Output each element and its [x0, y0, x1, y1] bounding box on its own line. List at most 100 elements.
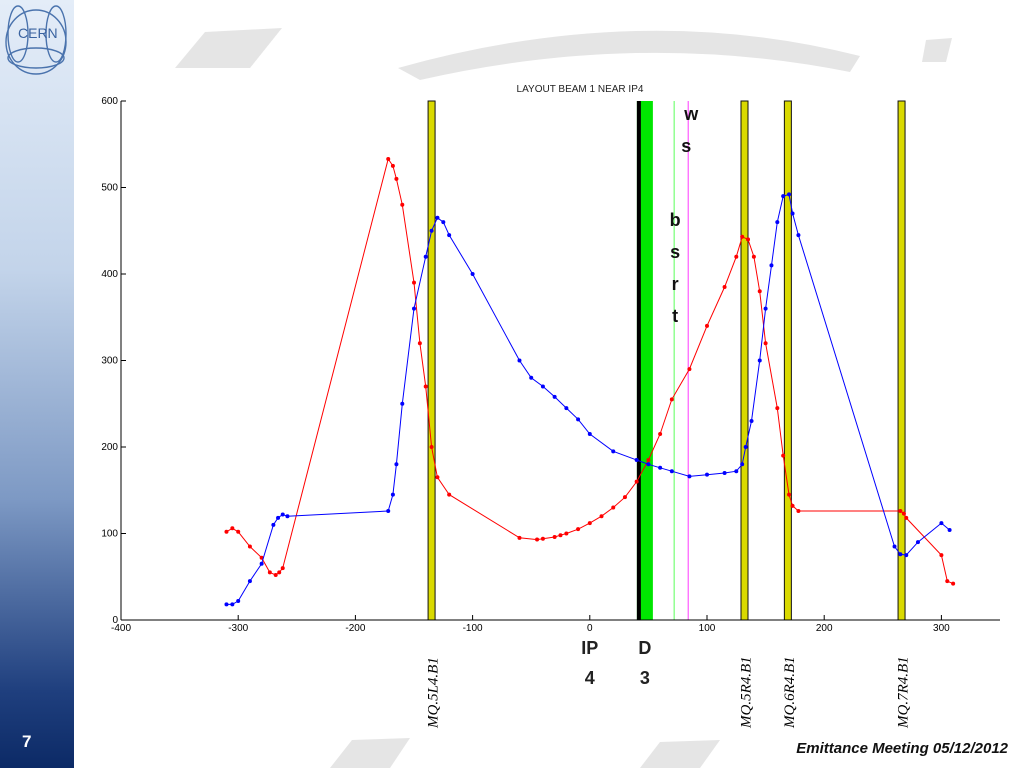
- series-point-0: [267, 570, 272, 575]
- y-tick-label: 0: [112, 615, 118, 626]
- series-point-0: [951, 581, 956, 586]
- series-point-0: [247, 544, 252, 549]
- series-point-1: [236, 598, 241, 603]
- footer-text: Emittance Meeting 05/12/2012: [796, 740, 1008, 757]
- series-point-1: [947, 528, 952, 533]
- y-tick-label: 200: [101, 442, 118, 453]
- series-point-1: [429, 228, 434, 233]
- series-point-1: [224, 602, 229, 607]
- series-point-1: [796, 233, 801, 238]
- series-point-0: [224, 529, 229, 534]
- series-point-0: [790, 503, 795, 508]
- series-point-0: [236, 529, 241, 534]
- series-point-1: [658, 465, 663, 470]
- series-point-0: [230, 526, 235, 531]
- series-point-1: [646, 462, 651, 467]
- series-point-0: [705, 323, 709, 328]
- quad-label-5: MQ.6R4.B1: [782, 656, 798, 729]
- series-point-0: [535, 537, 540, 542]
- cern-logo-text: CERN: [18, 25, 58, 41]
- series-point-0: [904, 515, 909, 520]
- series-point-0: [599, 514, 604, 519]
- series-point-1: [564, 406, 569, 411]
- series-point-0: [540, 536, 545, 541]
- series-point-1: [769, 263, 774, 268]
- ws-label: s: [681, 136, 691, 156]
- series-point-1: [435, 215, 440, 220]
- quad-label-6: MQ.7R4.B1: [896, 656, 912, 729]
- series-point-0: [939, 553, 944, 558]
- series-point-1: [247, 579, 252, 584]
- series-point-0: [390, 163, 395, 168]
- series-point-1: [687, 474, 692, 479]
- series-point-0: [898, 509, 903, 514]
- series-point-0: [412, 280, 416, 285]
- series-point-1: [722, 470, 727, 475]
- series-point-0: [622, 495, 627, 500]
- series-point-1: [915, 540, 920, 545]
- series-point-1: [470, 272, 475, 276]
- quad-element-5: [783, 100, 792, 621]
- series-line-1: [226, 193, 950, 605]
- ip-marker-label: IP: [581, 638, 598, 658]
- x-tick-label: 100: [699, 623, 716, 634]
- x-tick-label: -300: [228, 623, 248, 634]
- series-point-0: [687, 367, 692, 372]
- series-point-0: [945, 579, 950, 584]
- series-point-1: [423, 254, 428, 259]
- series-point-0: [423, 384, 428, 389]
- series-point-1: [386, 509, 391, 514]
- series-point-0: [901, 511, 906, 516]
- series-point-1: [447, 233, 452, 238]
- series-point-1: [781, 194, 786, 199]
- series-point-1: [669, 469, 674, 474]
- quad-element-4: [740, 100, 749, 621]
- bsrt-label: r: [672, 274, 679, 294]
- series-point-1: [540, 384, 545, 389]
- quad-element-6: [897, 100, 906, 621]
- series-point-1: [280, 512, 285, 517]
- series-point-0: [280, 566, 285, 571]
- quad-label-0: MQ.5L4.B1: [426, 657, 442, 729]
- series-point-1: [394, 462, 399, 467]
- series-point-0: [400, 202, 405, 207]
- series-point-0: [611, 505, 616, 510]
- series-point-0: [417, 341, 422, 346]
- series-point-0: [429, 445, 434, 449]
- series-point-1: [939, 521, 944, 526]
- series-point-0: [669, 397, 674, 402]
- series-point-0: [394, 176, 399, 181]
- series-point-1: [276, 515, 281, 520]
- y-tick-label: 600: [101, 96, 118, 107]
- series-point-0: [775, 406, 780, 411]
- series-point-0: [763, 341, 768, 346]
- series-point-0: [447, 492, 452, 497]
- series-point-0: [277, 570, 282, 575]
- series-point-1: [412, 306, 416, 311]
- series-point-1: [271, 522, 276, 527]
- series-point-0: [757, 289, 762, 294]
- bsrt-label: b: [670, 210, 681, 230]
- series-point-1: [390, 492, 395, 497]
- lattice-elements: [427, 100, 906, 621]
- y-tick-label: 100: [101, 529, 118, 540]
- series-point-1: [587, 432, 592, 437]
- y-tick-label: 300: [101, 356, 118, 367]
- series-point-1: [734, 469, 739, 474]
- series-point-1: [611, 449, 616, 454]
- series-point-0: [386, 156, 391, 161]
- bsrt-label: t: [672, 306, 678, 326]
- series-point-1: [634, 457, 639, 462]
- x-tick-label: -200: [345, 623, 365, 634]
- series-point-0: [746, 237, 751, 242]
- series-point-0: [576, 527, 581, 532]
- series-point-0: [751, 254, 756, 259]
- series-point-0: [734, 254, 739, 259]
- x-tick-label: -100: [463, 623, 483, 634]
- series-point-1: [740, 462, 745, 467]
- series-point-0: [435, 475, 440, 480]
- ws-label: w: [683, 104, 699, 124]
- series-point-1: [743, 445, 748, 449]
